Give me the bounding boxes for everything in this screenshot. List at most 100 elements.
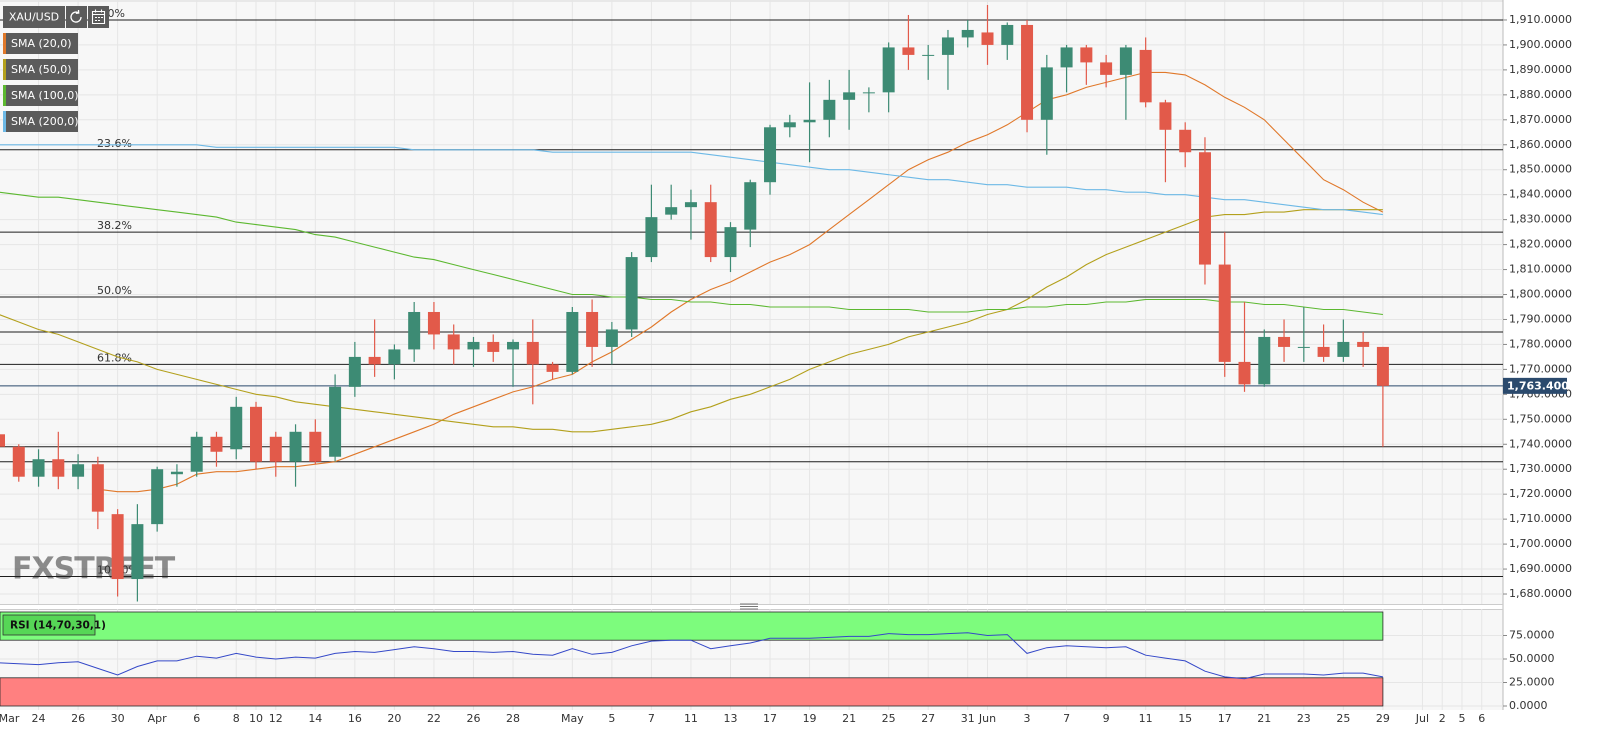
candle-body (1258, 336, 1271, 385)
candle-body (72, 464, 85, 477)
separator-handle[interactable] (740, 603, 758, 610)
x-tick-label: 14 (308, 712, 322, 725)
y-tick-label: 1,900.0000 (1509, 38, 1572, 51)
legend-label: SMA (20,0) (11, 37, 72, 50)
candle-body (1021, 24, 1034, 120)
candle-body (744, 182, 757, 230)
candle-body (52, 459, 65, 477)
sma-line (0, 144, 1383, 216)
candle-body (1198, 152, 1211, 265)
x-tick-label: 5 (1458, 712, 1465, 725)
candle-body (1297, 346, 1310, 348)
y-tick-label: 1,890.0000 (1509, 63, 1572, 76)
rsi-title-box[interactable] (2, 614, 96, 636)
rsi-line (0, 632, 1383, 680)
y-tick-label: 1,720.0000 (1509, 487, 1572, 500)
candle-body (803, 119, 816, 123)
candle-body (151, 469, 164, 525)
candle-body (566, 311, 579, 372)
candle-body (1238, 361, 1251, 385)
candle-body (546, 364, 559, 372)
candle-body (783, 122, 796, 128)
x-tick-label: 28 (506, 712, 520, 725)
candle-body (684, 202, 697, 208)
current-price-tag (1503, 377, 1567, 394)
symbol-box[interactable] (3, 6, 65, 28)
y-tick-label: 1,680.0000 (1509, 587, 1572, 600)
level-label: 50.0% (97, 284, 132, 297)
candle-body (131, 524, 144, 580)
y-tick-label: 1,780.0000 (1509, 337, 1572, 350)
candle-body (250, 406, 263, 462)
candle-body (1337, 341, 1350, 357)
candle-body (1179, 129, 1192, 153)
axes: Mar 24 26 30 Apr 6 8 10 12 14 16 20 22 26 28 May 5 7 11 13 1… (0, 13, 1577, 725)
candle-body (1001, 24, 1014, 45)
toolbar: XAU/USD SMA (20,0) SMA (50,0) SMA (100,0) S… (2, 6, 109, 636)
y-tick-label: 1,700.0000 (1509, 537, 1572, 550)
x-tick-label: 21 (1257, 712, 1271, 725)
x-tick-label: 16 (348, 712, 362, 725)
candle-body (526, 341, 539, 365)
y-tick-label: 1,880.0000 (1509, 88, 1572, 101)
candle-body (32, 459, 45, 477)
legend-swatch (3, 111, 6, 132)
candle-body (388, 349, 401, 365)
y-tick-label: 1,730.0000 (1509, 462, 1572, 475)
candle-body (348, 356, 361, 387)
x-tick-label: 21 (842, 712, 856, 725)
price-panel (0, 0, 1503, 604)
legend-swatch (3, 33, 6, 54)
candle-body (269, 436, 282, 462)
candle-body (724, 227, 737, 258)
legend-label: SMA (100,0) (11, 89, 79, 102)
x-tick-label: 12 (269, 712, 283, 725)
candle-body (882, 47, 895, 93)
x-tick-label: 25 (1336, 712, 1350, 725)
y-tick-label: 75.0000 (1509, 629, 1555, 642)
x-tick-label: 17 (763, 712, 777, 725)
x-tick-label: 31 (961, 712, 975, 725)
level-label: 23.6% (97, 137, 132, 150)
legend-box[interactable] (3, 111, 78, 132)
y-tick-label: 1,830.0000 (1509, 213, 1572, 226)
x-tick-label: 26 (71, 712, 85, 725)
x-tick-label: 15 (1178, 712, 1192, 725)
y-tick-label: 0.0000 (1509, 699, 1548, 712)
candle-body (289, 431, 302, 462)
legend-label: SMA (50,0) (11, 63, 72, 76)
y-tick-label: 1,690.0000 (1509, 562, 1572, 575)
legend-box[interactable] (3, 59, 78, 80)
candle-body (1080, 47, 1093, 63)
candle-body (843, 92, 856, 100)
candle-body (1100, 62, 1113, 75)
x-tick-label: 29 (1376, 712, 1390, 725)
candle-body (190, 436, 203, 472)
rsi-title: RSI (14,70,30,1) (10, 620, 106, 632)
level-label: 61.8% (97, 351, 132, 364)
candle-body (1376, 346, 1389, 386)
y-tick-label: 1,740.0000 (1509, 437, 1572, 450)
legend-box[interactable] (3, 85, 78, 106)
x-tick-label: 11 (1139, 712, 1153, 725)
candle-body (170, 471, 183, 475)
watermark: FXSTREET (12, 552, 176, 587)
symbol: XAU/USD (9, 11, 59, 24)
legend-swatch (3, 59, 6, 80)
x-tick-label: Apr (148, 712, 168, 725)
x-tick-label: 7 (1063, 712, 1070, 725)
rsi-band (0, 611, 1384, 641)
refresh-button[interactable] (66, 6, 87, 28)
y-tick-label: 1,790.0000 (1509, 312, 1572, 325)
candle-body (1218, 264, 1231, 362)
y-tick-label: 1,870.0000 (1509, 113, 1572, 126)
x-tick-label: Mar (0, 712, 20, 725)
candle-body (941, 37, 954, 55)
candle-body (586, 311, 599, 347)
candle-body (1119, 47, 1132, 75)
candle-body (447, 334, 460, 350)
legend-box[interactable] (3, 33, 78, 54)
x-tick-label: 26 (466, 712, 480, 725)
candle-body (665, 207, 678, 215)
